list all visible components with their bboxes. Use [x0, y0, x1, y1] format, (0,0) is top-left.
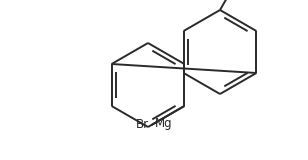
Text: Br: Br — [136, 119, 149, 132]
Text: Mg: Mg — [155, 117, 172, 131]
